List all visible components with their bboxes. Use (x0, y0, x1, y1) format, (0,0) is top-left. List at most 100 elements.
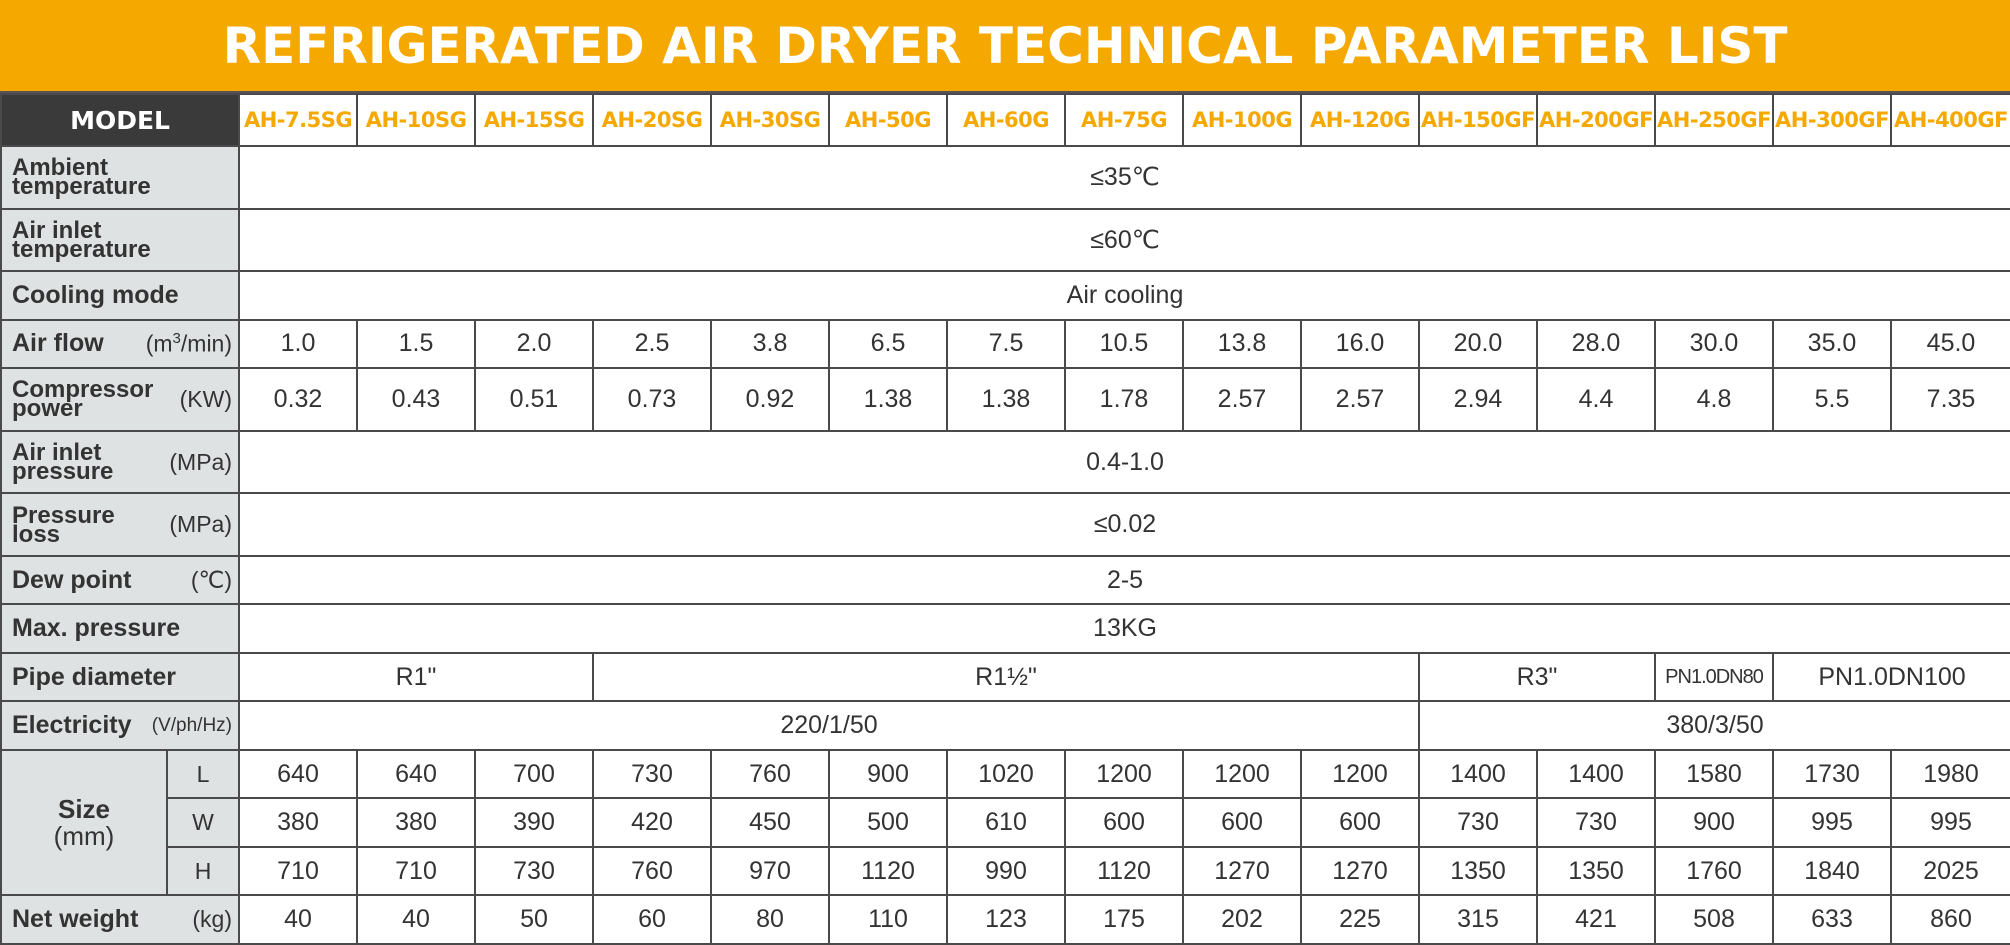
model-cell: AH-200GF (1536, 93, 1657, 147)
table-cell: 1580 (1654, 748, 1775, 800)
table-cell: 730 (592, 748, 713, 800)
table-cell: 600 (1300, 797, 1421, 848)
model-cell: AH-60G (946, 93, 1067, 147)
table-cell: 110 (828, 894, 949, 945)
size-l-row: Size (mm) L 640 640 700 730 760 900 1020 … (0, 748, 2010, 897)
table-cell: 710 (356, 845, 477, 897)
table-cell: 421 (1536, 894, 1657, 945)
table-cell: 380 (238, 797, 359, 848)
table-cell: 202 (1182, 894, 1303, 945)
table-cell: 640 (238, 748, 359, 800)
table-cell: 760 (592, 845, 713, 897)
model-cell: AH-100G (1182, 93, 1303, 147)
table-cell: 5.5 (1772, 367, 1893, 432)
cooling-mode-row: Cooling mode Air cooling (0, 270, 2010, 321)
table-cell: 390 (474, 797, 595, 848)
table-cell: 220/1/50 (238, 700, 1421, 751)
pressure-loss-row: Pressure loss (MPa) ≤0.02 (0, 492, 2010, 557)
size-label: Size (mm) (0, 748, 168, 897)
table-cell: 45.0 (1890, 318, 2010, 370)
inlet-pressure-row: Air inlet pressure (MPa) 0.4-1.0 (0, 429, 2010, 495)
table-cell: 1020 (946, 748, 1067, 800)
table-cell: 380 (356, 797, 477, 848)
table-cell: 50 (474, 894, 595, 945)
row-label: Pipe diameter (0, 651, 241, 703)
table-cell: 175 (1064, 894, 1185, 945)
table-cell: PN1.0DN100 (1772, 651, 2010, 703)
table-cell: 420 (592, 797, 713, 848)
row-label: Electricity (V/ph/Hz) (0, 700, 241, 751)
table-cell: 760 (710, 748, 831, 800)
table-cell: 1200 (1182, 748, 1303, 800)
table-cell: 710 (238, 845, 359, 897)
table-cell: 1270 (1300, 845, 1421, 897)
model-row: MODEL AH-7.5SG AH-10SG AH-15SG AH-20SG A… (0, 93, 2010, 147)
size-h-row: H 710 710 730 760 970 1120 990 1120 1270… (1, 845, 2010, 897)
row-label: Compressor power (KW) (0, 367, 241, 432)
table-cell: 13.8 (1182, 318, 1303, 370)
table-cell: 80 (710, 894, 831, 945)
table-cell: 990 (946, 845, 1067, 897)
table-cell: 225 (1300, 894, 1421, 945)
pressure-loss-value: ≤0.02 (238, 492, 2010, 557)
table-cell: 4.4 (1536, 367, 1657, 432)
table-cell: 2.57 (1300, 367, 1421, 432)
table-cell: 1200 (1300, 748, 1421, 800)
table-cell: 730 (1536, 797, 1657, 848)
table-cell: 2.0 (474, 318, 595, 370)
table-cell: 995 (1772, 797, 1893, 848)
row-label: Ambient temperature (0, 145, 241, 210)
model-cell: AH-150GF (1418, 93, 1539, 147)
cooling-mode-value: Air cooling (238, 270, 2010, 321)
table-cell: 0.92 (710, 367, 831, 432)
model-cell: AH-20SG (592, 93, 713, 147)
table-cell: 1730 (1772, 748, 1893, 800)
table-cell: 40 (238, 894, 359, 945)
table-cell: 0.32 (238, 367, 359, 432)
table-cell: PN1.0DN80 (1654, 651, 1775, 703)
pipe-diameter-row: Pipe diameter R1" R1½" R3" PN1.0DN80 PN1… (0, 651, 2010, 703)
table-cell: 3.8 (710, 318, 831, 370)
table-cell: 1350 (1418, 845, 1539, 897)
table-cell: 2.5 (592, 318, 713, 370)
max-pressure-value: 13KG (238, 603, 2010, 654)
model-cell: AH-250GF (1654, 93, 1775, 147)
air-flow-row: Air flow (m3/min) 1.0 1.5 2.0 2.5 3.8 6.5… (0, 318, 2010, 370)
table-cell: 123 (946, 894, 1067, 945)
table-cell: 730 (474, 845, 595, 897)
table-cell: 610 (946, 797, 1067, 848)
page-title: REFRIGERATED AIR DRYER TECHNICAL PARAMET… (0, 0, 2010, 93)
table-cell: 35.0 (1772, 318, 1893, 370)
table-cell: 1270 (1182, 845, 1303, 897)
row-label: Pressure loss (MPa) (0, 492, 241, 557)
model-header: MODEL (0, 93, 241, 147)
model-cell: AH-120G (1300, 93, 1421, 147)
table-cell: 633 (1772, 894, 1893, 945)
model-cell: AH-15SG (474, 93, 595, 147)
model-cell: AH-10SG (356, 93, 477, 147)
table-cell: 2025 (1890, 845, 2010, 897)
table-cell: R1½" (592, 651, 1421, 703)
table-cell: 1.78 (1064, 367, 1185, 432)
table-cell: 7.35 (1890, 367, 2010, 432)
table-cell: 20.0 (1418, 318, 1539, 370)
table-cell: 600 (1182, 797, 1303, 848)
table-cell: 860 (1890, 894, 2010, 945)
table-cell: 1840 (1772, 845, 1893, 897)
table-cell: 1350 (1536, 845, 1657, 897)
table-cell: 6.5 (828, 318, 949, 370)
model-cell: AH-50G (828, 93, 949, 147)
ambient-temperature-row: Ambient temperature ≤35℃ (0, 145, 2010, 210)
table-cell: 970 (710, 845, 831, 897)
table-cell: 315 (1418, 894, 1539, 945)
row-label: Cooling mode (0, 270, 241, 321)
model-cell: AH-75G (1064, 93, 1185, 147)
table-cell: 450 (710, 797, 831, 848)
size-sub-label: W (165, 797, 241, 848)
dew-point-value: 2-5 (238, 554, 2010, 606)
table-cell: 380/3/50 (1418, 700, 2010, 751)
size-sub-label: L (165, 748, 241, 800)
table-cell: 500 (828, 797, 949, 848)
table-cell: 1120 (1064, 845, 1185, 897)
